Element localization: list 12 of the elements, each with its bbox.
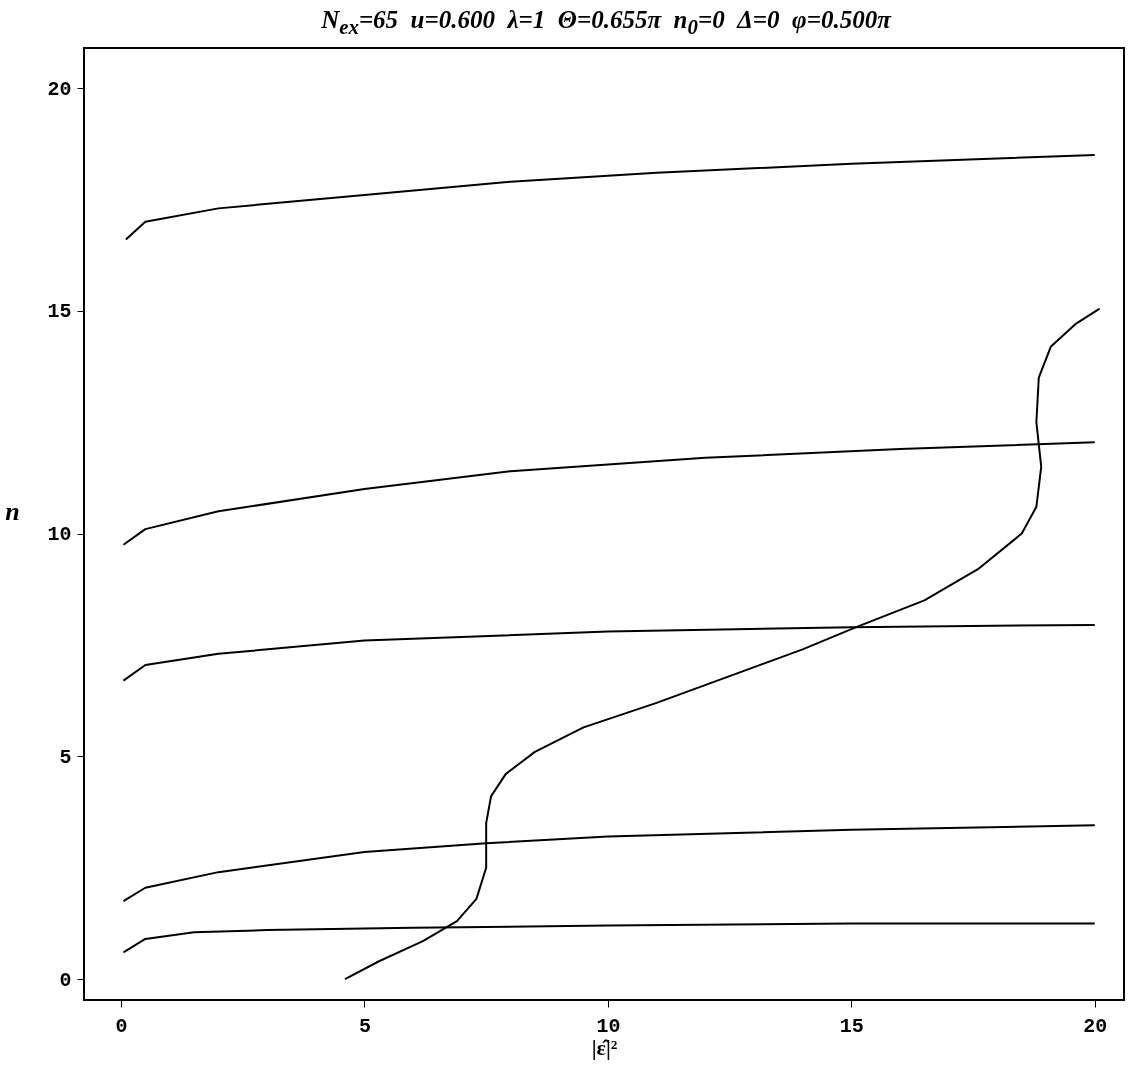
- x-tick-label: 5: [358, 1014, 371, 1038]
- y-tick-label: 15: [47, 300, 72, 324]
- y-axis-title: n: [5, 496, 20, 526]
- y-tick-label: 5: [59, 745, 72, 769]
- y-tick-label: 10: [47, 523, 72, 547]
- x-tick-label: 0: [115, 1014, 128, 1038]
- line-series: [124, 153, 1096, 241]
- y-tick-label: 0: [59, 968, 72, 992]
- y-tick-label: 20: [47, 77, 72, 101]
- x-tick-label: 15: [839, 1014, 864, 1038]
- x-tick-label: 20: [1083, 1014, 1108, 1038]
- chart-title: N$_{ex}$=65 u=0.600 λ=1 Θ=0.655π n$_{0}$=0 Δ=0 φ=0.500π: [320, 5, 893, 41]
